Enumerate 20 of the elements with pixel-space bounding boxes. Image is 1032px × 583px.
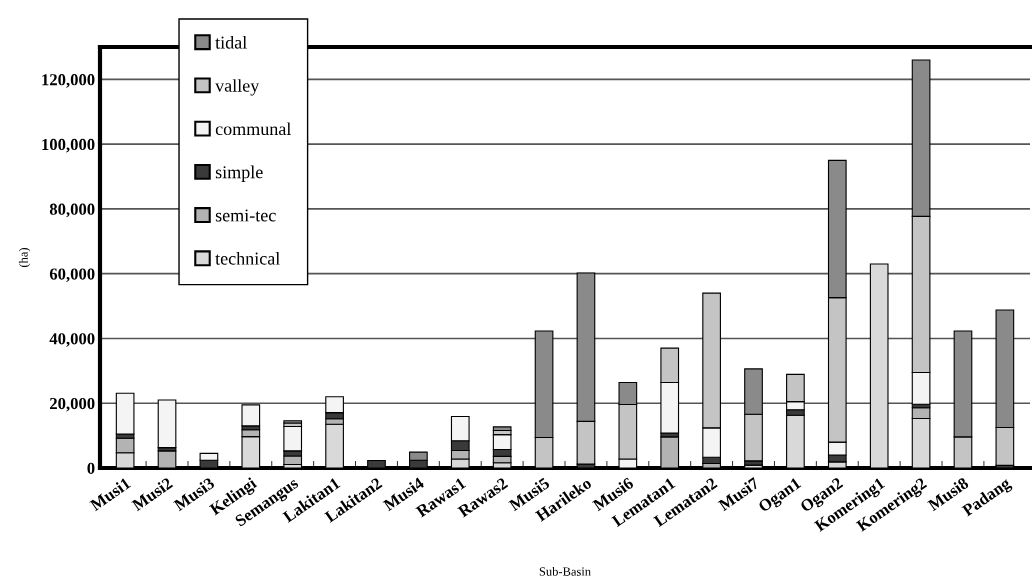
y-tick-label: 20,000 xyxy=(50,397,95,412)
y-tick-label: 100,000 xyxy=(42,138,95,153)
y-tick-label: 80,000 xyxy=(49,203,95,218)
y-axis-title: (ha) xyxy=(18,247,31,268)
y-tick-label: 60,000 xyxy=(49,268,95,283)
y-tick-label: 40,000 xyxy=(49,333,95,347)
legend-label: tidal xyxy=(215,35,247,49)
legend-label: technical xyxy=(215,252,280,265)
y-tick-label: 120,000 xyxy=(42,74,95,88)
legend-label: simple xyxy=(215,165,263,182)
x-axis-title: Sub-Basin xyxy=(539,566,591,576)
y-tick-label: 0 xyxy=(87,462,95,474)
bar xyxy=(492,426,512,431)
bar xyxy=(241,404,261,427)
legend-label: communal xyxy=(215,122,291,136)
bar xyxy=(283,420,303,424)
legend-label: semi-tec xyxy=(215,209,276,222)
bar xyxy=(157,399,177,449)
bar xyxy=(115,392,135,435)
legend-label: valley xyxy=(215,79,260,96)
